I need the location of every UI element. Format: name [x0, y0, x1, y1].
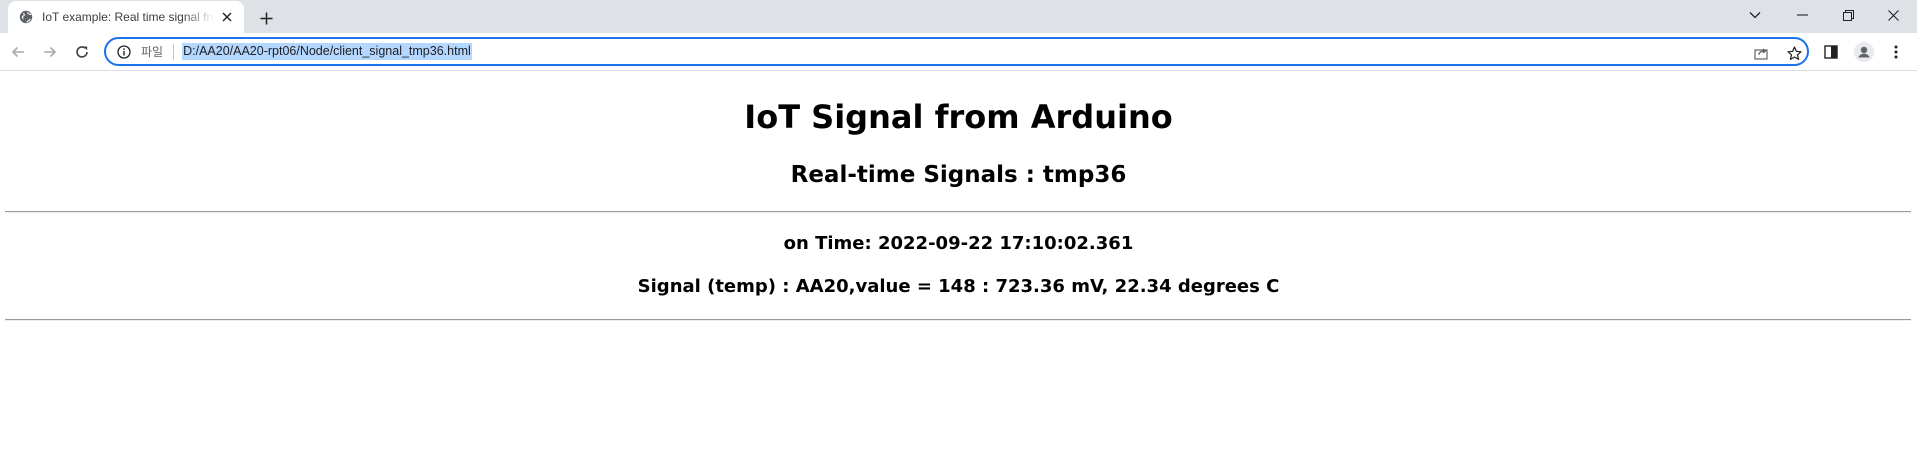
menu-dots-icon[interactable]: [1886, 42, 1906, 62]
close-window-icon[interactable]: [1871, 0, 1915, 30]
new-tab-button[interactable]: [255, 7, 277, 29]
forward-arrow-icon[interactable]: [40, 42, 60, 62]
page-content: IoT Signal from Arduino Real-time Signal…: [0, 72, 1917, 467]
bookmark-star-icon[interactable]: [1785, 44, 1803, 62]
info-icon[interactable]: [116, 44, 132, 60]
time-readout: on Time: 2022-09-22 17:10:02.361: [783, 233, 1134, 254]
back-arrow-icon[interactable]: [8, 42, 28, 62]
tab-search-icon[interactable]: [1733, 0, 1777, 30]
side-panel-icon[interactable]: [1821, 42, 1841, 62]
globe-icon: [18, 9, 34, 25]
browser-tab[interactable]: IoT example: Real time signal from Ardui…: [8, 1, 244, 33]
restore-icon[interactable]: [1826, 0, 1870, 30]
tab-strip: IoT example: Real time signal from Ardui…: [0, 0, 1917, 33]
top-divider: [5, 211, 1911, 213]
profile-avatar-icon[interactable]: [1853, 41, 1875, 63]
close-tab-icon[interactable]: [218, 8, 236, 26]
address-bar[interactable]: 파일 D:/AA20/AA20-rpt06/Node/client_signal…: [104, 37, 1809, 66]
bottom-divider: [5, 319, 1911, 321]
tab-title: IoT example: Real time signal from Ardui…: [42, 10, 214, 24]
scheme-label: 파일: [141, 45, 164, 59]
url-text[interactable]: D:/AA20/AA20-rpt06/Node/client_signal_tm…: [182, 43, 472, 60]
share-icon[interactable]: [1752, 44, 1770, 62]
minimize-icon[interactable]: [1780, 0, 1824, 30]
signal-readout: Signal (temp) : AA20,value = 148 : 723.3…: [637, 276, 1280, 297]
page-subtitle: Real-time Signals : tmp36: [790, 162, 1127, 188]
page-title: IoT Signal from Arduino: [744, 98, 1173, 136]
reload-icon[interactable]: [72, 42, 92, 62]
scheme-separator: [173, 43, 175, 60]
browser-toolbar: 파일 D:/AA20/AA20-rpt06/Node/client_signal…: [0, 33, 1917, 71]
